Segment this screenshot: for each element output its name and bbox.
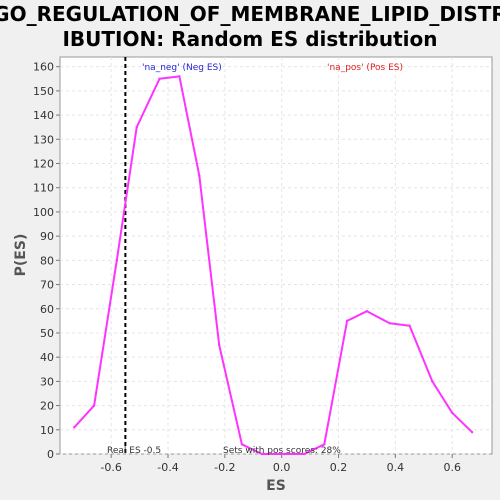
y-tick-label: 10 <box>40 424 54 437</box>
data-point <box>158 78 160 80</box>
y-tick-label: 160 <box>33 61 54 74</box>
y-tick-label: 40 <box>40 351 54 364</box>
data-point <box>366 310 368 312</box>
data-point <box>346 320 348 322</box>
x-tick-label: 0.0 <box>273 461 291 474</box>
x-axis-ticks: -0.6 -0.4 -0.2 0.0 0.2 0.4 0.6 <box>100 454 461 474</box>
data-point <box>471 431 473 433</box>
data-point <box>408 325 410 327</box>
y-axis-ticks: 0 10 20 30 40 50 60 70 80 90 100 110 120 130 140 150 160 <box>33 61 60 461</box>
y-tick-label: 50 <box>40 327 54 340</box>
data-point <box>218 344 220 346</box>
y-tick-label: 140 <box>33 109 54 122</box>
y-tick-label: 130 <box>33 133 54 146</box>
y-tick-label: 100 <box>33 206 54 219</box>
x-tick-label: 0.4 <box>387 461 405 474</box>
y-tick-label: 90 <box>40 230 54 243</box>
x-tick-label: -0.2 <box>214 461 235 474</box>
y-tick-label: 0 <box>47 448 54 461</box>
x-axis-title: ES <box>266 478 286 494</box>
y-tick-label: 60 <box>40 303 54 316</box>
y-axis-title: P(ES) <box>13 234 29 277</box>
x-tick-label: 0.6 <box>443 461 461 474</box>
x-tick-label: -0.6 <box>100 461 121 474</box>
data-point <box>198 174 200 176</box>
data-point <box>178 75 180 77</box>
y-tick-label: 80 <box>40 254 54 267</box>
y-tick-label: 30 <box>40 375 54 388</box>
legend-neg-label: 'na_neg' (Neg ES) <box>142 63 222 73</box>
real-es-annotation: Real ES -0.5 <box>107 446 161 456</box>
x-tick-label: 0.2 <box>330 461 348 474</box>
data-point <box>93 404 95 406</box>
y-tick-label: 110 <box>33 182 54 195</box>
y-tick-label: 150 <box>33 85 54 98</box>
data-point <box>116 259 118 261</box>
y-tick-label: 70 <box>40 279 54 292</box>
data-point <box>431 380 433 382</box>
data-point <box>388 322 390 324</box>
chart-title-line2: IBUTION: Random ES distribution <box>62 27 437 51</box>
y-tick-label: 20 <box>40 400 54 413</box>
chart-title-line1: GO_REGULATION_OF_MEMBRANE_LIPID_DISTR <box>0 2 500 26</box>
data-point <box>451 412 453 414</box>
legend-pos-label: 'na_pos' (Pos ES) <box>327 63 403 73</box>
data-point <box>73 426 75 428</box>
x-tick-label: -0.4 <box>157 461 178 474</box>
y-tick-label: 120 <box>33 158 54 171</box>
pos-scores-annotation: Sets with pos scores: 28% <box>223 446 341 456</box>
data-point <box>136 126 138 128</box>
